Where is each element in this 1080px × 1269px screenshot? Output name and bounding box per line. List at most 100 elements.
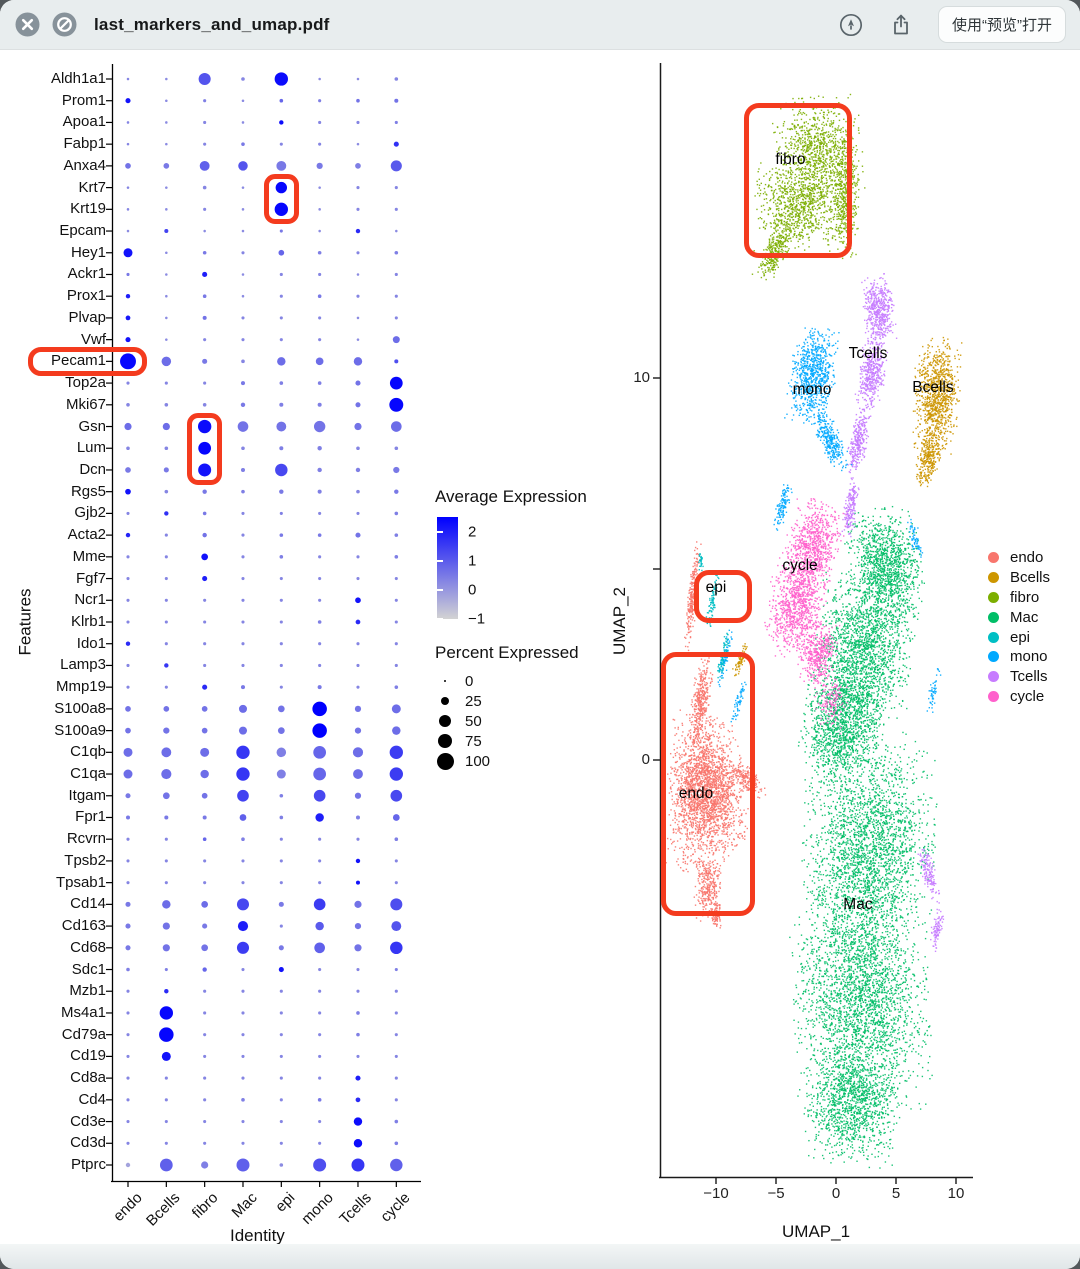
gene-label-ido1: Ido1: [76, 634, 106, 652]
umap-legend-label: endo: [1010, 549, 1044, 567]
gene-label-rgs5: Rgs5: [70, 482, 106, 500]
umap-label-endo: endo: [678, 784, 714, 802]
gene-label-cd163: Cd163: [61, 917, 106, 935]
gene-label-c1qb: C1qb: [70, 743, 106, 761]
umap-legend-label: epi: [1010, 628, 1031, 646]
umap-label-cycle: cycle: [782, 556, 818, 574]
dotplot-y-axis-title: Features: [15, 588, 35, 656]
umap-legend-item-tcells: Tcells: [988, 667, 1050, 687]
highlight-box-krt7-krt19-epi: [263, 173, 299, 225]
umap-legend-swatch: [988, 651, 999, 663]
umap-label-mac: Mac: [843, 896, 873, 914]
umap-legend-label: cycle: [1010, 687, 1045, 705]
gene-label-pecam1: Pecam1: [50, 352, 106, 370]
gene-label-mki67: Mki67: [65, 395, 106, 413]
share-button[interactable]: [888, 12, 914, 38]
gene-label-fpr1: Fpr1: [75, 808, 106, 826]
dotplot-x-axis-title: Identity: [230, 1226, 285, 1245]
gene-label-gsn: Gsn: [78, 417, 106, 435]
gene-label-dcn: Dcn: [79, 460, 106, 478]
gradient-tick-label: −1: [468, 610, 486, 628]
percent-legend-dot: [440, 696, 450, 706]
umap-legend-swatch: [988, 572, 999, 584]
gene-label-ackr1: Ackr1: [67, 265, 106, 283]
gene-label-ms4a1: Ms4a1: [60, 1003, 106, 1021]
gene-label-hey1: Hey1: [70, 243, 106, 261]
umap-legend-label: Tcells: [1010, 668, 1048, 686]
gene-label-mzb1: Mzb1: [69, 982, 106, 1000]
gene-label-apoa1: Apoa1: [62, 113, 106, 131]
percent-legend-row: 50: [435, 711, 630, 731]
umap-legend-item-epi: epi: [988, 627, 1050, 647]
percent-legend-label: 25: [465, 692, 482, 710]
percent-legend-row: 100: [435, 751, 630, 771]
umap-label-epi: epi: [705, 579, 727, 597]
umap-x-tick-0: 0: [831, 1185, 841, 1202]
gene-label-cd68: Cd68: [70, 938, 106, 956]
gene-label-ptprc: Ptprc: [70, 1156, 106, 1173]
umap-legend-label: Mac: [1010, 608, 1039, 626]
highlight-box-pecam1-endo: [28, 346, 147, 376]
umap-x-tick-5: 5: [891, 1185, 901, 1202]
percent-legend-row: 0: [435, 671, 630, 691]
umap-legend-item-endo: endo: [988, 548, 1050, 568]
percent-legend-row: 75: [435, 731, 630, 751]
gene-label-epcam: Epcam: [59, 222, 106, 240]
gene-label-mmp19: Mmp19: [55, 678, 106, 696]
gene-label-lum: Lum: [76, 439, 106, 457]
share-icon: [894, 14, 908, 34]
markup-pen-icon: [839, 13, 863, 36]
percent-legend-dot-cell: [435, 752, 455, 770]
umap-legend-label: fibro: [1010, 588, 1040, 606]
gene-label-cd19: Cd19: [70, 1047, 106, 1065]
dotplot-legend: Average Expression 2 1 0 −1 Percent Express…: [435, 487, 630, 771]
gene-label-vwf: Vwf: [80, 330, 106, 348]
percent-legend-label: 75: [465, 732, 482, 750]
umap-legend-swatch: [988, 611, 999, 623]
percent-legend-dot-cell: [435, 696, 455, 706]
umap-label-mono: mono: [792, 380, 832, 398]
gradient-tick: [437, 530, 443, 533]
umap-legend: endo Bcells fibro Mac epi mono Tcells cycle: [988, 548, 1050, 706]
umap-y-tick-0: 0: [641, 751, 650, 768]
gene-label-acta2: Acta2: [67, 526, 106, 544]
percent-legend-dot-cell: [435, 714, 455, 727]
highlight-box-gsn-lum-dcn-fibro: [187, 412, 223, 485]
window-footer: [0, 1244, 1080, 1269]
umap-legend-item-mono: mono: [988, 647, 1050, 667]
close-button[interactable]: [14, 11, 41, 38]
percent-legend-dot: [437, 733, 453, 749]
close-icon: [15, 12, 40, 37]
gene-label-top2a: Top2a: [65, 374, 106, 392]
percent-legend-row: 25: [435, 691, 630, 711]
umap-legend-item-fibro: fibro: [988, 588, 1050, 608]
open-with-preview-button[interactable]: 使用“预览”打开: [938, 6, 1066, 43]
title-bar-left: last_markers_and_umap.pdf: [14, 11, 330, 38]
gene-label-lamp3: Lamp3: [60, 656, 106, 674]
blocked-button[interactable]: [51, 11, 78, 38]
gradient-tick-label: 0: [468, 581, 477, 599]
document-title: last_markers_and_umap.pdf: [94, 14, 330, 34]
umap-label-fibro: fibro: [775, 150, 806, 168]
umap-label-bcells: Bcells: [912, 378, 954, 396]
umap-legend-item-bcells: Bcells: [988, 568, 1050, 588]
avg-expression-legend-title: Average Expression: [435, 487, 587, 506]
markup-button[interactable]: [838, 12, 864, 38]
gradient-tick: [437, 618, 443, 620]
gene-label-prox1: Prox1: [66, 287, 106, 305]
gene-label-gjb2: Gjb2: [74, 504, 106, 522]
gene-label-cd4: Cd4: [78, 1090, 106, 1108]
umap-legend-swatch: [988, 671, 999, 683]
gene-label-cd14: Cd14: [70, 895, 106, 913]
gene-label-plvap: Plvap: [68, 308, 106, 326]
gene-label-klrb1: Klrb1: [70, 613, 106, 630]
gene-label-cd3d: Cd3d: [70, 1134, 106, 1152]
gene-label-anxa4: Anxa4: [63, 156, 106, 174]
umap-x-tick-−10: −10: [703, 1185, 729, 1202]
umap-legend-label: Bcells: [1010, 569, 1051, 587]
percent-legend-dot-cell: [435, 680, 455, 682]
umap-label-tcells: Tcells: [848, 344, 888, 362]
gradient-tick: [437, 588, 443, 591]
